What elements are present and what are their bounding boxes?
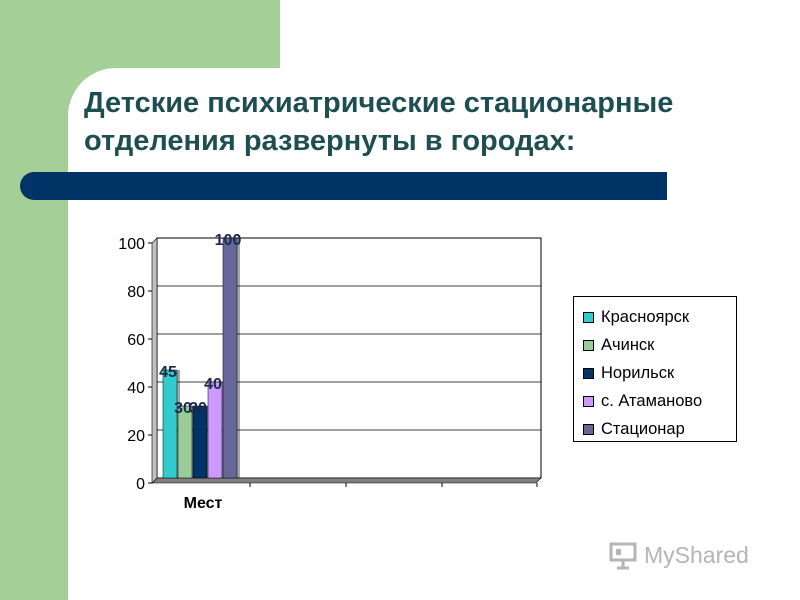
data-label: 45 [159, 364, 177, 381]
watermark: MyShared [608, 538, 768, 572]
y-tick-label: 20 [127, 428, 145, 445]
legend-item: Стационар [574, 415, 736, 443]
legend-swatch [583, 339, 594, 351]
chart-floor [151, 477, 542, 484]
title-underline-bar [20, 172, 667, 200]
legend-swatch [583, 395, 594, 407]
y-tick-label: 100 [118, 236, 145, 253]
bar [177, 405, 193, 479]
y-tick-label: 80 [127, 284, 145, 301]
bar [162, 369, 178, 479]
watermark-text: MyShared [644, 541, 749, 568]
bar-side [237, 238, 240, 478]
slide-title-line-1: Детские психиатрические стационарные [84, 87, 674, 119]
data-label: 30 [189, 400, 207, 417]
slide-title-line-2: отделения развернуты в городах: [84, 125, 576, 157]
x-category-label: Мест [184, 495, 223, 512]
legend-swatch [583, 311, 594, 323]
legend-item: Норильск [574, 359, 736, 387]
legend-label: Красноярск [601, 307, 690, 326]
legend-item: с. Атаманово [574, 387, 736, 415]
legend-swatch [583, 423, 594, 435]
legend-item: Ачинск [574, 331, 736, 359]
legend-label: Норильск [601, 363, 675, 382]
legend-label: с. Атаманово [601, 391, 703, 410]
legend-item: Красноярск [574, 303, 736, 331]
legend-swatch [583, 367, 594, 379]
slide-title: Детские психиатрические стационарные отд… [84, 84, 764, 160]
legend-label: Ачинск [601, 335, 655, 354]
legend-label: Стационар [601, 419, 685, 438]
presentation-board-icon [609, 542, 637, 570]
bar [207, 381, 223, 479]
chart-side-wall [151, 237, 158, 484]
data-label: 30 [174, 400, 192, 417]
y-tick-label: 60 [127, 332, 145, 349]
bar [222, 237, 238, 479]
y-tick-label: 0 [136, 476, 145, 493]
chart-legend: Красноярск Ачинск Норильск с. Атаманово … [573, 296, 737, 442]
bar [192, 405, 208, 479]
data-label: 100 [215, 232, 242, 249]
data-label: 40 [204, 376, 222, 393]
y-tick-label: 40 [127, 380, 145, 397]
